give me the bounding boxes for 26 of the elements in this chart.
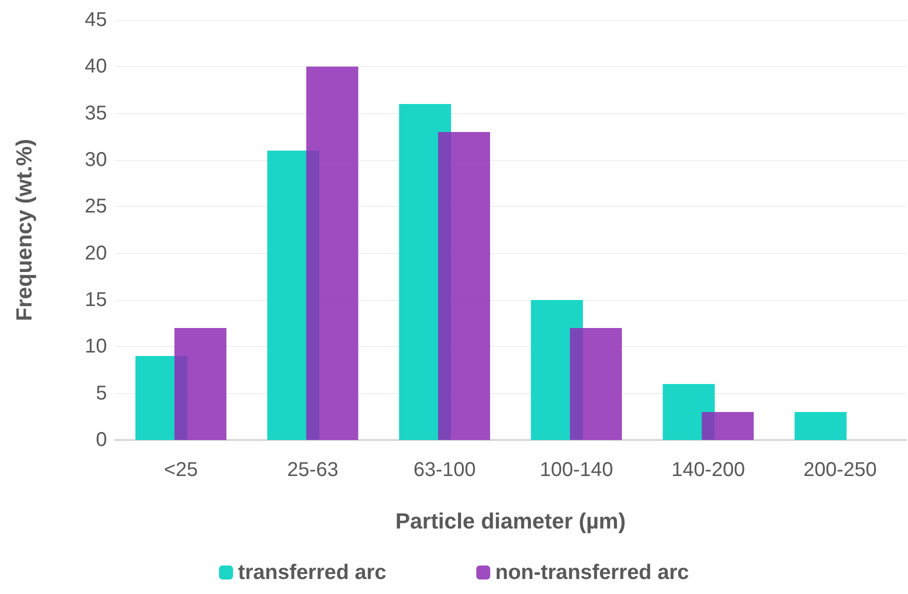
x-tick-label: 100-140	[540, 459, 614, 481]
y-tick-label: 5	[96, 382, 107, 404]
x-tick-label: 140-200	[672, 459, 745, 481]
legend-label: non-transferred arc	[495, 561, 690, 584]
x-tick-label: <25	[164, 459, 198, 481]
bar	[794, 412, 847, 440]
legend-label: transferred arc	[238, 561, 387, 584]
y-tick-label: 10	[84, 336, 107, 358]
x-tick-label: 63-100	[413, 459, 476, 481]
y-tick-label: 25	[84, 196, 107, 218]
x-tick-label: 200-250	[803, 459, 877, 481]
bar	[174, 328, 226, 440]
bar	[438, 132, 490, 440]
y-tick-label: 35	[84, 102, 107, 124]
y-tick-label: 0	[96, 429, 107, 451]
bar	[702, 412, 754, 440]
y-tick-label: 15	[84, 289, 107, 311]
y-axis-title: Frequency (wt.%)	[12, 138, 36, 322]
y-tick-label: 40	[84, 56, 107, 78]
bar	[570, 328, 622, 440]
y-tick-label: 30	[84, 149, 107, 171]
x-tick-label: 25-63	[287, 459, 338, 481]
y-tick-label: 20	[84, 242, 107, 264]
x-axis-title: Particle diameter (µm)	[395, 508, 626, 534]
y-tick-label: 45	[84, 9, 107, 31]
bar	[306, 66, 358, 440]
